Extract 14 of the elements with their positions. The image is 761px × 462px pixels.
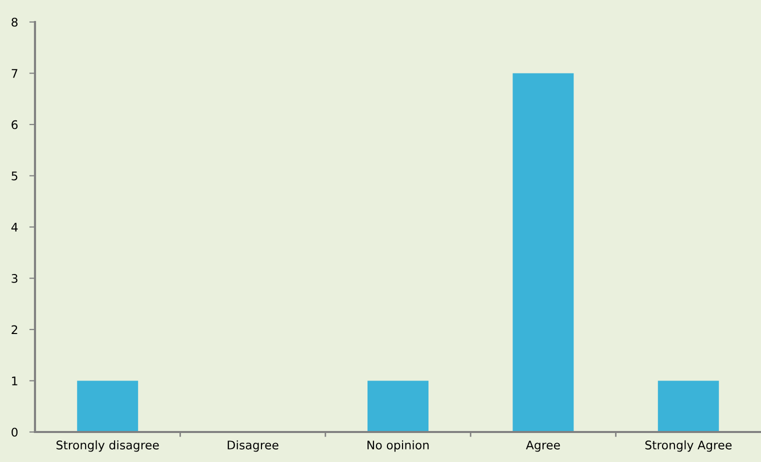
y-tick-label: 6: [12, 120, 18, 130]
y-tick-label: 2: [12, 325, 18, 334]
x-tick-label: No opinion: [368, 440, 429, 452]
x-tick-label: Agree: [526, 440, 560, 452]
x-tick-label: Strongly disagree: [56, 440, 159, 452]
x-tick-label: Strongly Agree: [645, 440, 732, 452]
y-tick-label: 3: [12, 274, 18, 283]
x-tick-label: Disagree: [228, 440, 278, 452]
y-tick-label: 0: [12, 428, 18, 437]
y-tick-label: 4: [11, 222, 18, 232]
y-tick-label: 8: [12, 18, 18, 27]
y-tick-label: 1: [12, 376, 18, 386]
y-tick-label: 5: [12, 172, 18, 180]
y-tick-label: 7: [12, 69, 18, 78]
